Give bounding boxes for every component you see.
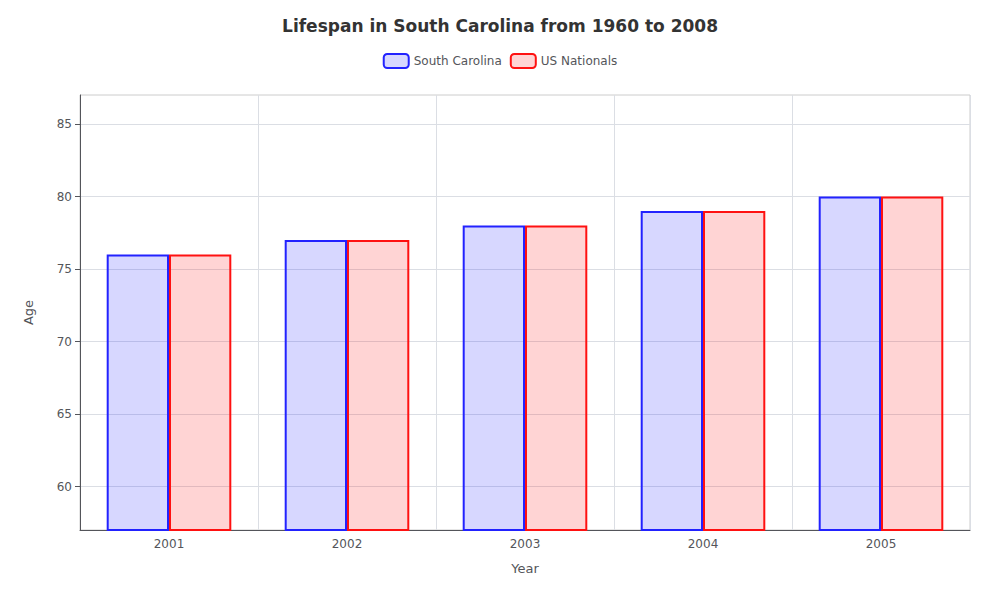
- svg-text:2001: 2001: [154, 537, 185, 551]
- svg-text:80: 80: [57, 190, 72, 204]
- svg-text:2005: 2005: [866, 537, 897, 551]
- svg-text:2002: 2002: [332, 537, 363, 551]
- svg-text:Year: Year: [510, 561, 539, 576]
- svg-text:70: 70: [57, 335, 72, 349]
- svg-text:US Nationals: US Nationals: [541, 54, 617, 68]
- svg-text:Age: Age: [21, 300, 36, 325]
- svg-text:85: 85: [57, 117, 72, 131]
- svg-text:65: 65: [57, 407, 72, 421]
- svg-text:75: 75: [57, 262, 72, 276]
- svg-text:2003: 2003: [510, 537, 541, 551]
- svg-text:South Carolina: South Carolina: [414, 54, 502, 68]
- svg-text:60: 60: [57, 480, 72, 494]
- svg-text:Lifespan in South Carolina fro: Lifespan in South Carolina from 1960 to …: [282, 16, 718, 36]
- svg-text:2004: 2004: [688, 537, 719, 551]
